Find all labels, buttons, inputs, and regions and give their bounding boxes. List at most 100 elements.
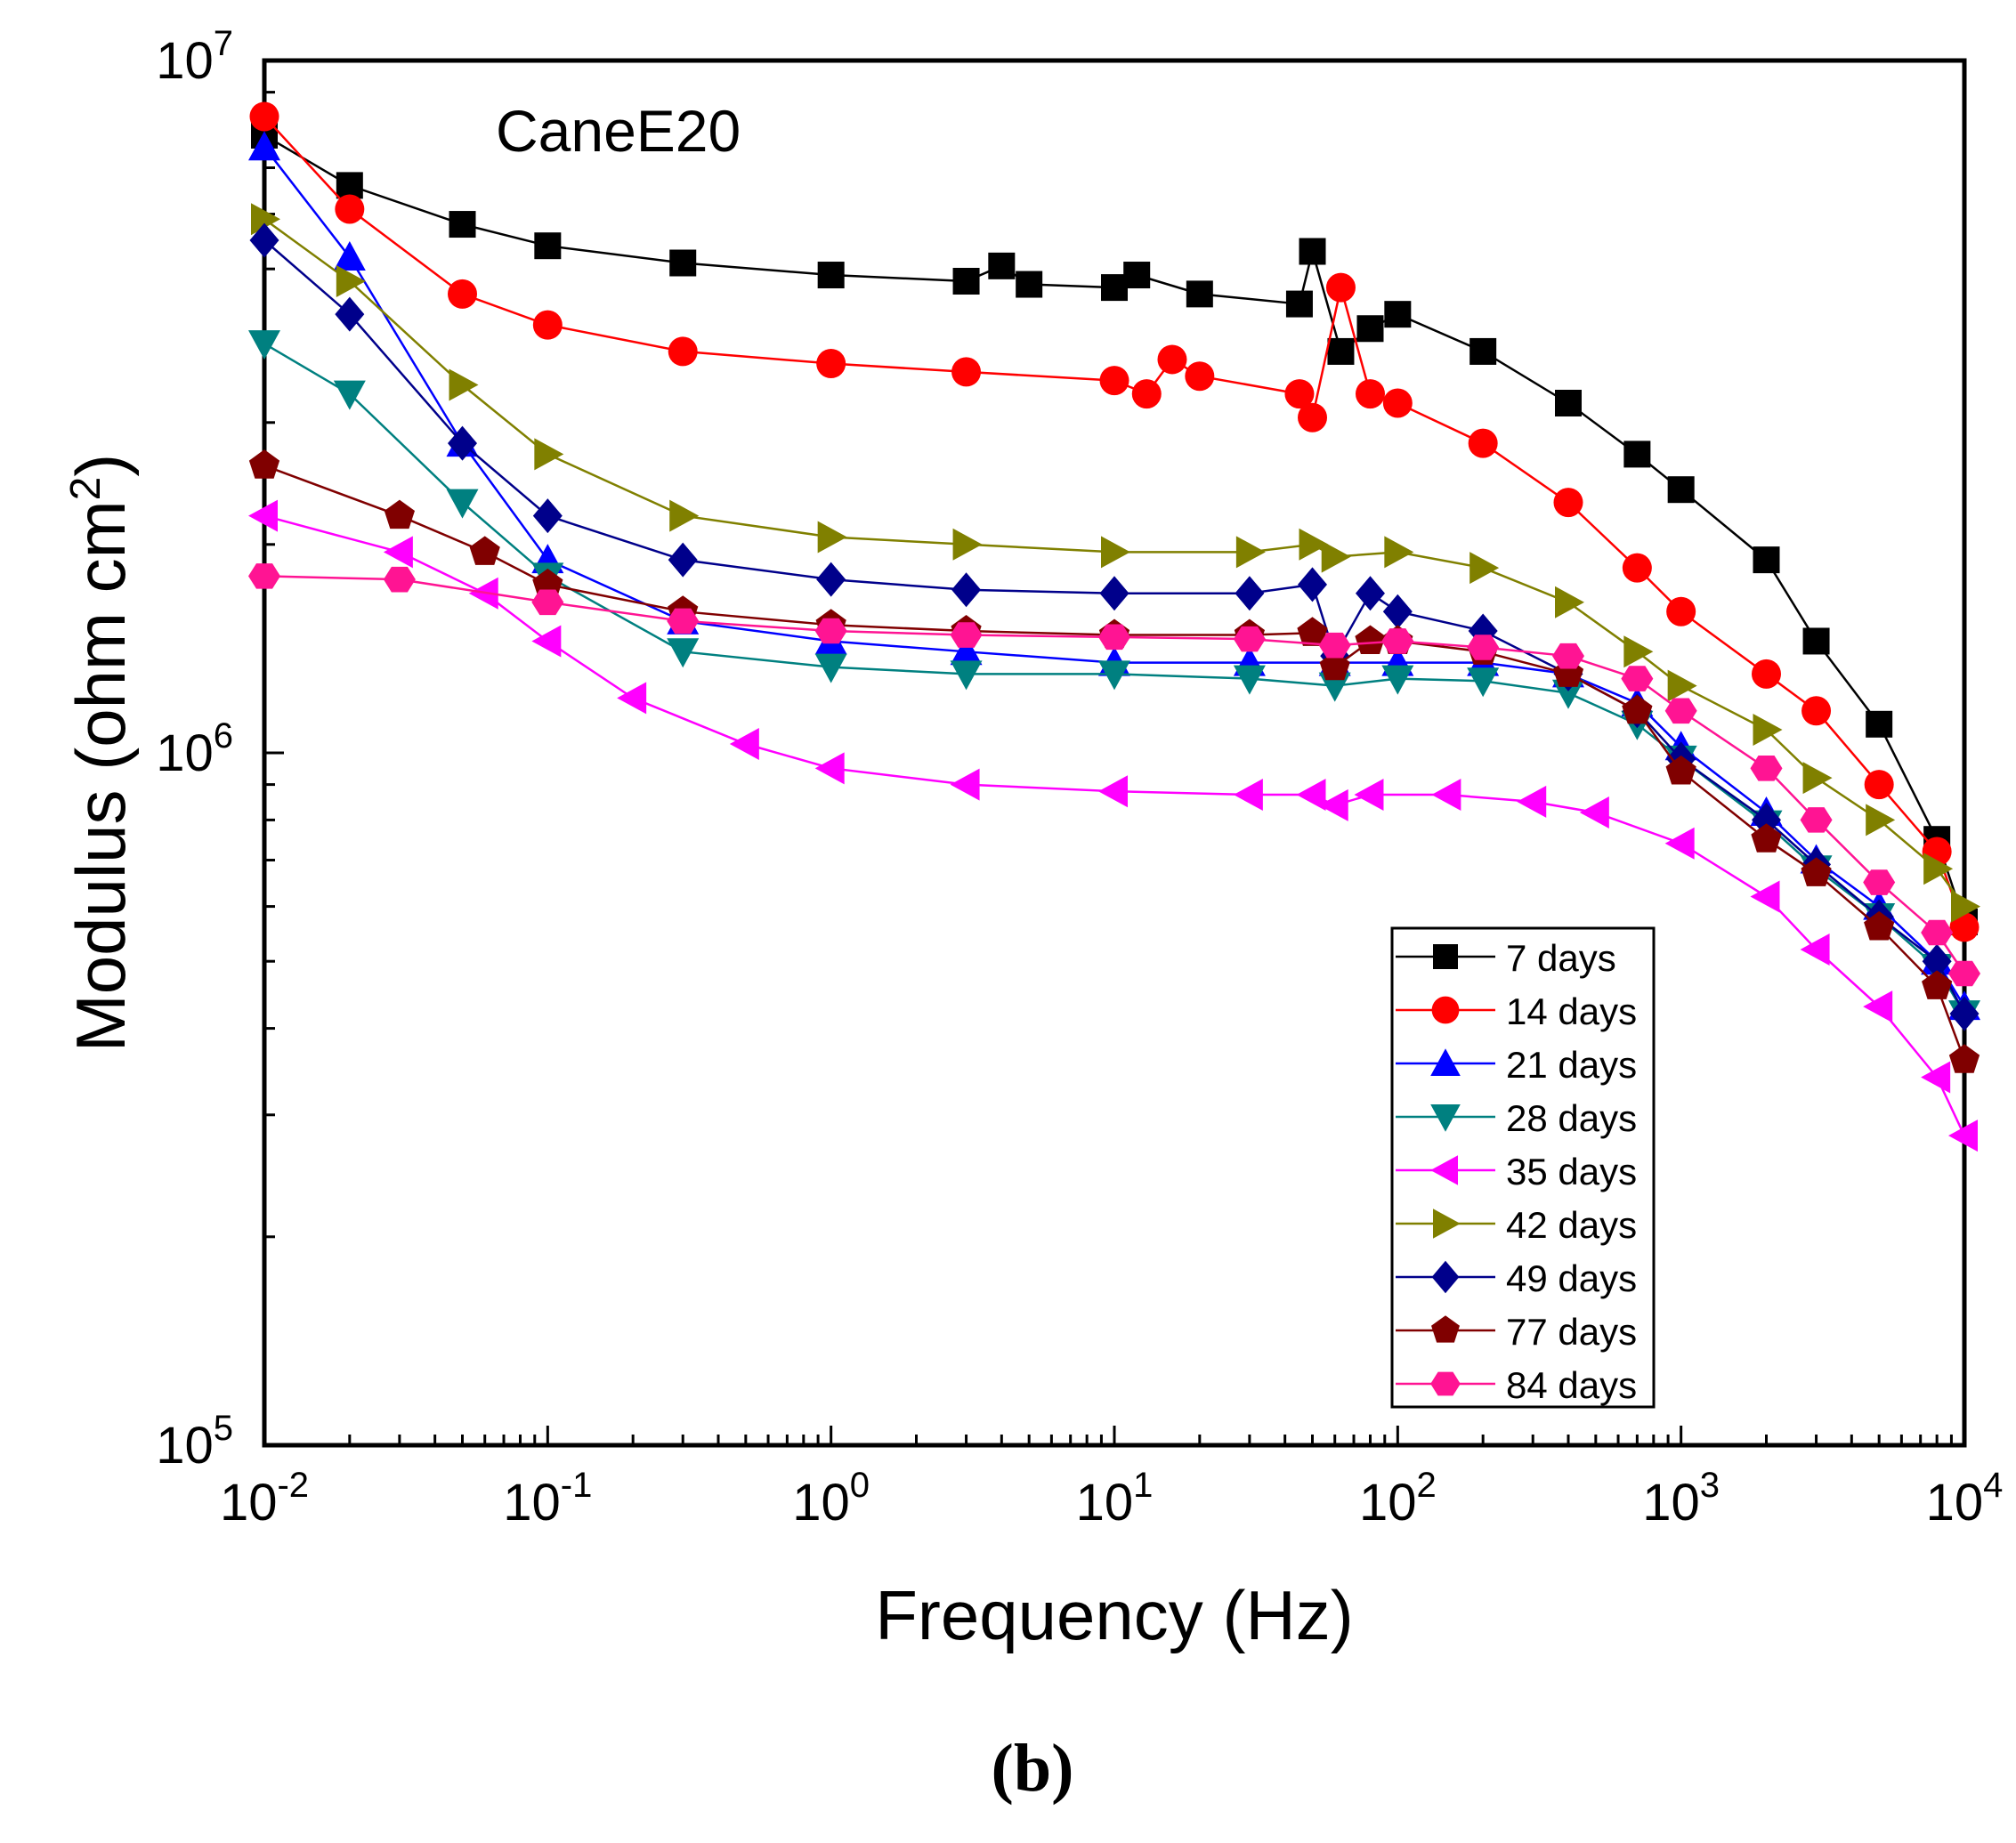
- data-point: [1579, 796, 1609, 829]
- data-point: [1101, 274, 1128, 302]
- data-point: [1667, 669, 1697, 702]
- data-point: [1664, 698, 1697, 724]
- x-tick-exp: 0: [850, 1466, 870, 1505]
- data-point: [449, 368, 479, 401]
- data-point: [816, 562, 846, 597]
- data-point: [383, 566, 416, 593]
- series-line: [263, 464, 1966, 1061]
- data-point: [448, 425, 478, 461]
- x-tick-base: 10: [503, 1474, 561, 1532]
- data-point: [449, 211, 476, 238]
- data-point: [1753, 546, 1780, 574]
- data-point: [249, 222, 279, 258]
- data-point: [1284, 379, 1315, 409]
- data-point: [1866, 804, 1896, 837]
- data-point: [448, 279, 478, 309]
- data-point: [248, 499, 278, 532]
- x-tick-label: 101: [1076, 1466, 1154, 1532]
- x-tick-base: 10: [792, 1474, 850, 1532]
- y-axis-label-main: Modulus (ohm cm: [61, 500, 140, 1052]
- data-point: [1299, 238, 1326, 265]
- data-point: [1921, 919, 1954, 946]
- data-point: [1553, 488, 1583, 518]
- legend-label: 14 days: [1506, 990, 1637, 1032]
- x-tick-base: 10: [1076, 1474, 1134, 1532]
- x-tick-exp: -1: [561, 1466, 593, 1505]
- data-point: [1233, 626, 1266, 652]
- y-tick-exp: 6: [214, 716, 233, 756]
- data-point: [1949, 912, 1980, 942]
- x-tick-label: 102: [1359, 1466, 1437, 1532]
- data-point: [729, 728, 759, 761]
- legend-marker: [1433, 944, 1458, 969]
- series-84-days: [248, 563, 1980, 987]
- series-line: [263, 239, 1966, 1014]
- data-point: [667, 608, 700, 635]
- x-tick-exp: 1: [1133, 1466, 1153, 1505]
- data-point: [1235, 536, 1266, 569]
- data-point: [1099, 576, 1129, 611]
- data-point: [1327, 337, 1355, 365]
- data-point: [1296, 779, 1326, 812]
- data-point: [817, 521, 847, 554]
- data-point: [1325, 272, 1356, 303]
- data-point: [1468, 428, 1498, 458]
- series-line: [263, 133, 1966, 923]
- data-point: [1098, 775, 1128, 808]
- data-point: [1623, 441, 1651, 468]
- data-point: [534, 438, 564, 471]
- data-point: [1235, 576, 1265, 611]
- data-point: [1802, 762, 1833, 795]
- data-point: [1863, 990, 1893, 1023]
- data-point: [1554, 586, 1584, 618]
- x-tick-base: 10: [1642, 1474, 1700, 1532]
- data-point: [1751, 659, 1781, 689]
- data-point: [816, 349, 846, 379]
- data-point: [531, 589, 564, 616]
- data-point: [1099, 366, 1129, 396]
- data-point: [667, 638, 700, 668]
- data-point: [1665, 755, 1696, 785]
- data-point: [1381, 665, 1414, 695]
- y-tick-label: 107: [156, 24, 233, 90]
- data-point: [1951, 890, 1980, 923]
- data-point: [950, 660, 983, 691]
- data-point: [1285, 290, 1313, 318]
- figure-caption: (b): [992, 1731, 1074, 1806]
- x-tick-label: 104: [1926, 1466, 2004, 1532]
- y-tick-base: 10: [156, 724, 214, 782]
- data-point: [1948, 1044, 1980, 1073]
- x-tick-base: 10: [220, 1474, 278, 1532]
- data-point: [1298, 402, 1328, 432]
- data-point: [1800, 933, 1830, 966]
- legend-label: 28 days: [1506, 1097, 1637, 1139]
- legend-label: 35 days: [1506, 1151, 1637, 1192]
- legend-item: 49 days: [1396, 1257, 1637, 1299]
- data-point: [1949, 996, 1980, 1031]
- data-point: [532, 498, 563, 534]
- data-point: [1922, 943, 1952, 979]
- legend-label: 84 days: [1506, 1364, 1637, 1406]
- legend-marker: [1430, 1104, 1461, 1132]
- data-point: [1185, 361, 1215, 392]
- legend-marker: [1430, 1155, 1458, 1185]
- x-tick-base: 10: [1926, 1474, 1984, 1532]
- data-point: [1355, 576, 1385, 611]
- data-point: [1233, 665, 1266, 695]
- legend-item: 7 days: [1396, 937, 1616, 979]
- data-point: [1298, 567, 1328, 602]
- data-point: [1467, 635, 1500, 660]
- data-point: [249, 101, 279, 132]
- legend: 7 days 14 days 21 days 28 days 35 days 42 day…: [1396, 937, 1637, 1406]
- data-point: [1750, 880, 1780, 913]
- data-point: [1157, 344, 1187, 375]
- data-point: [669, 499, 700, 532]
- x-tick-exp: 4: [1983, 1466, 2003, 1505]
- data-point: [1354, 779, 1384, 812]
- y-axis-label-close: ): [61, 454, 140, 477]
- data-point: [1664, 827, 1695, 860]
- legend-item: 21 days: [1396, 1044, 1637, 1086]
- data-point: [1948, 960, 1980, 987]
- x-tick-exp: 2: [1416, 1466, 1436, 1505]
- data-point: [469, 536, 500, 565]
